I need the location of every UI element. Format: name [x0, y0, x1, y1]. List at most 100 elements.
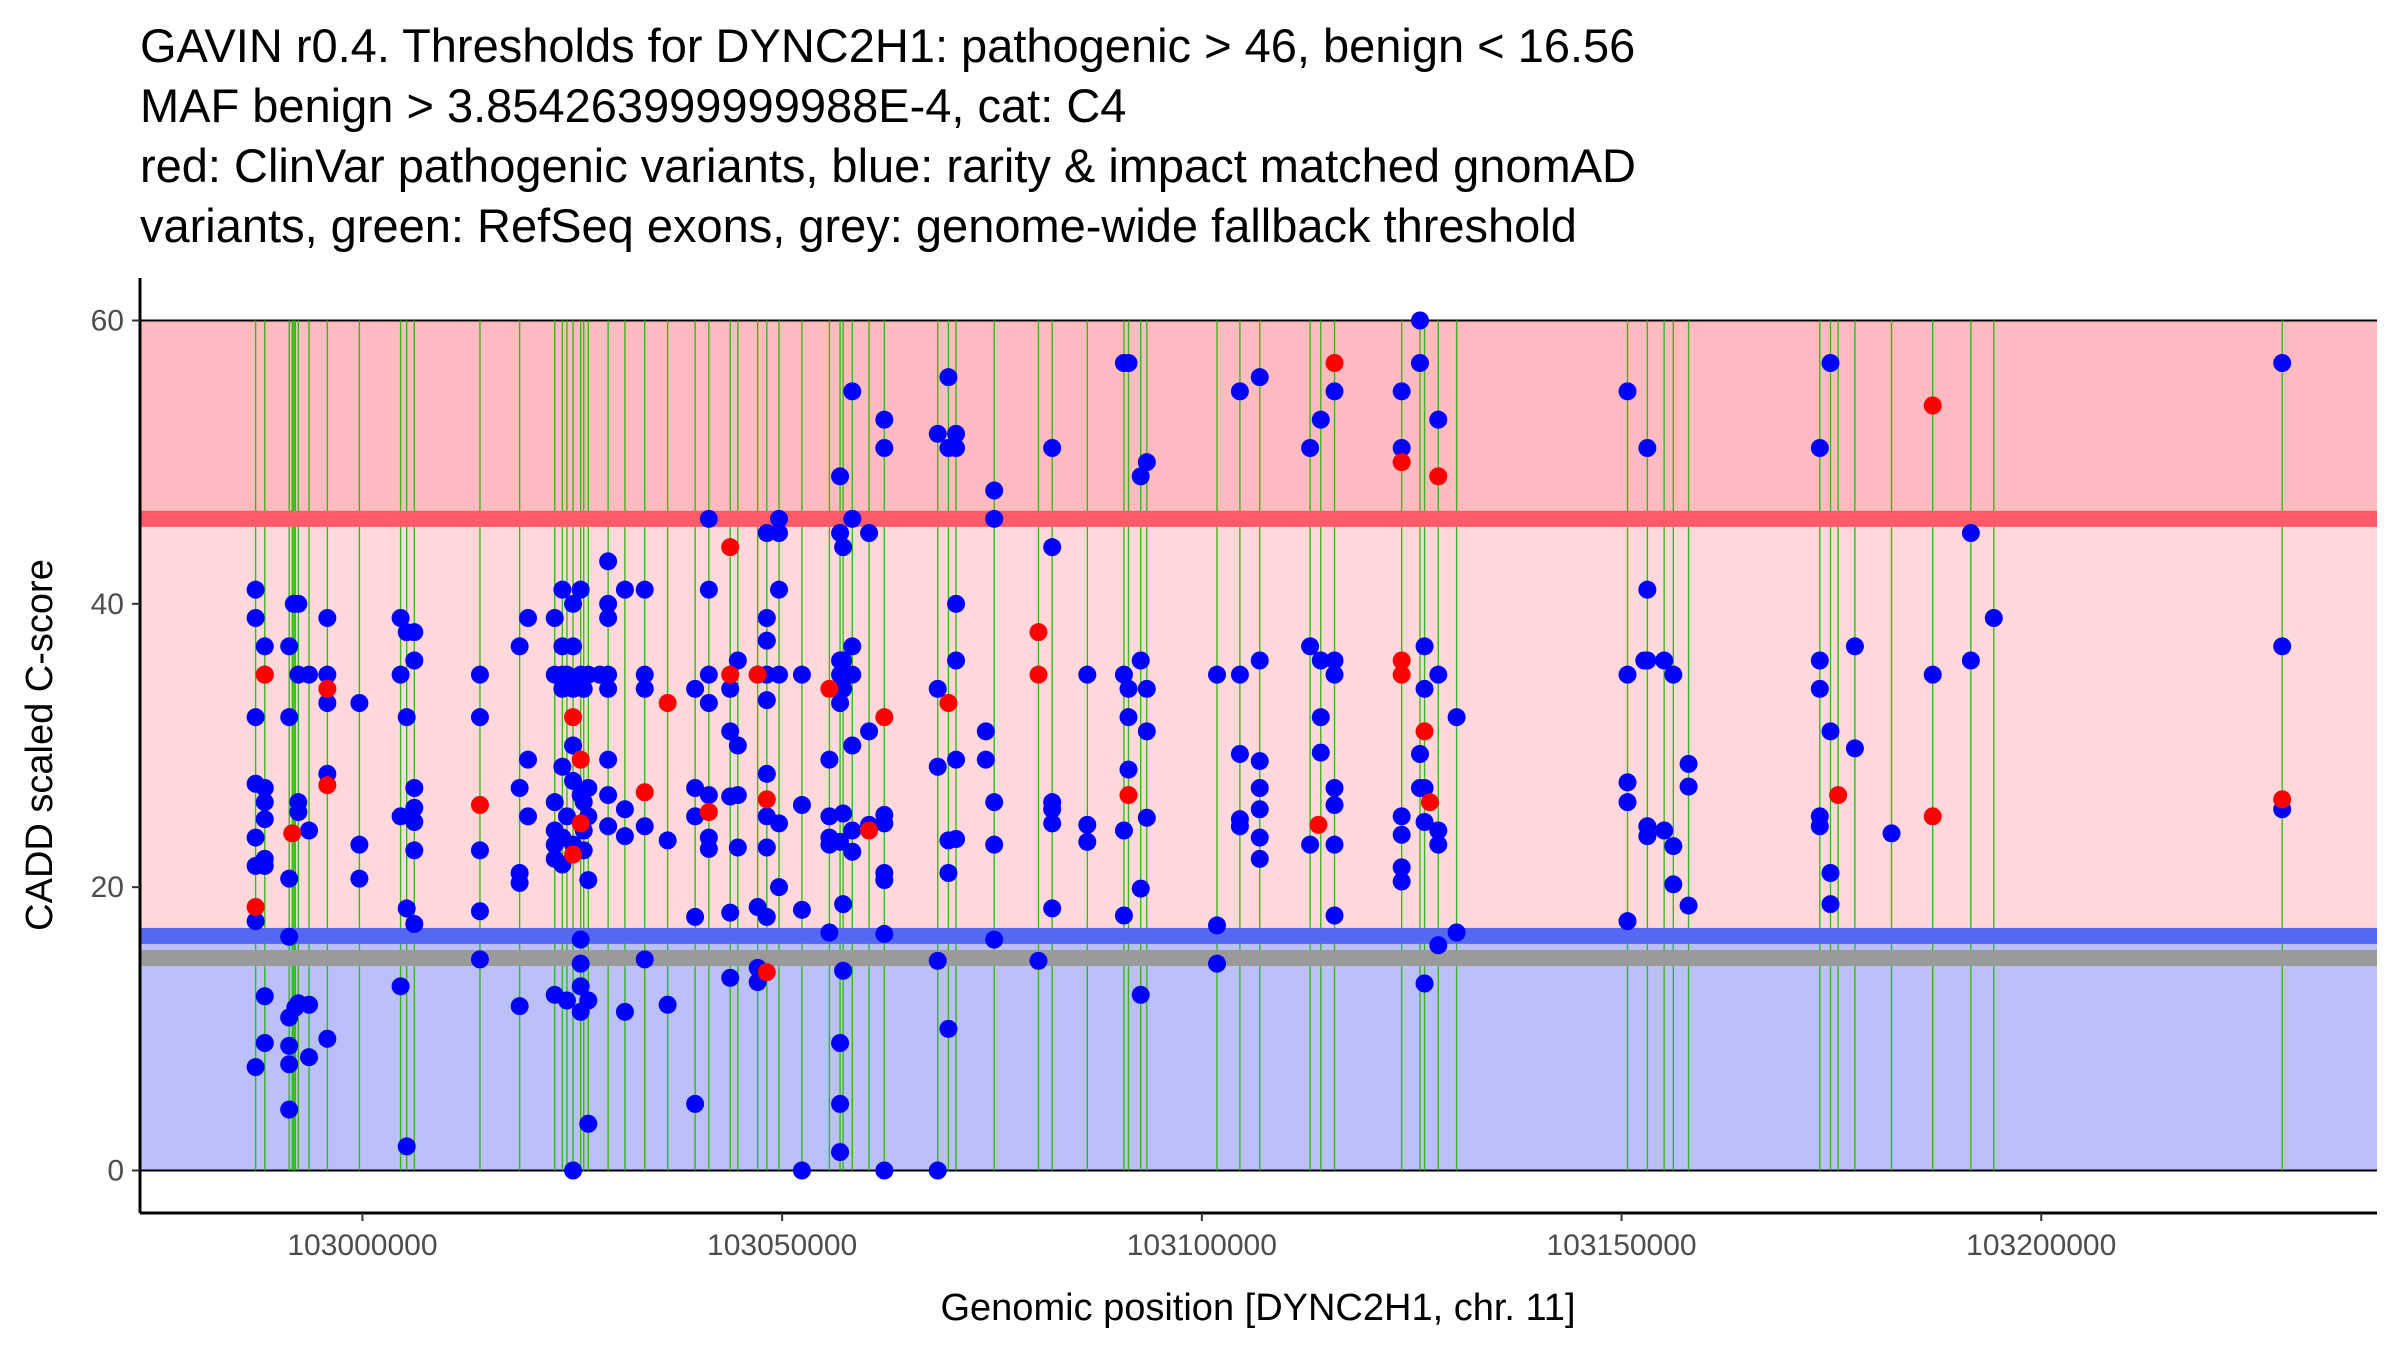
x-tick-label: 103200000 — [1966, 1229, 2116, 1262]
gnomad-variant-point — [579, 871, 598, 890]
vus-region — [140, 518, 2377, 936]
gnomad-variant-point — [834, 804, 853, 823]
gnomad-variant-point — [875, 439, 894, 457]
gnomad-variant-point — [1845, 739, 1864, 758]
gnomad-variant-point — [1447, 923, 1466, 942]
gnomad-variant-point — [246, 912, 265, 931]
gnomad-variant-point — [571, 580, 590, 599]
gnomad-variant-point — [985, 835, 1004, 854]
gnomad-variant-point — [1043, 814, 1062, 833]
gnomad-variant-point — [721, 968, 740, 987]
x-tick-label: 103150000 — [1546, 1229, 1696, 1262]
gnomad-variant-point — [255, 637, 274, 656]
pathogenic-variant-point — [571, 814, 590, 833]
pathogenic-variant-point — [1029, 623, 1048, 642]
gnomad-variant-point — [770, 509, 789, 528]
gnomad-variant-point — [1043, 800, 1062, 819]
pathogenic-variant-point — [820, 679, 839, 698]
pathogenic-variant-point — [1392, 651, 1411, 670]
gnomad-variant-point — [1821, 864, 1840, 882]
x-axis-title: Genomic position [DYNC2H1, chr. 11] — [940, 1287, 1575, 1329]
pathogenic-variant-point — [283, 824, 302, 843]
gnomad-variant-point — [519, 750, 538, 769]
gnomad-variant-point — [1230, 745, 1249, 763]
gnomad-variant-point — [635, 679, 654, 698]
gnomad-variant-point — [246, 580, 265, 599]
pathogenic-variant-point — [1829, 786, 1848, 805]
gnomad-variant-point — [1078, 815, 1097, 834]
gnomad-variant-point — [564, 637, 583, 656]
gnomad-variant-point — [246, 1058, 265, 1077]
gnomad-variant-point — [391, 665, 410, 684]
gnomad-variant-point — [1325, 906, 1344, 925]
gnomad-variant-point — [255, 793, 274, 812]
gnomad-variant-point — [300, 821, 319, 840]
gnomad-variant-point — [1655, 821, 1674, 840]
gnomad-variant-point — [1392, 825, 1411, 844]
gnomad-variant-point — [831, 1143, 850, 1162]
gnomad-variant-point — [1250, 849, 1269, 868]
threshold-lines — [140, 510, 2377, 966]
gnomad-variant-point — [792, 665, 811, 684]
pathogenic-variant-point — [1119, 786, 1138, 805]
gnomad-variant-point — [1618, 912, 1637, 931]
y-tick-label: 20 — [91, 871, 124, 904]
gnomad-variant-point — [831, 524, 850, 542]
axes: 0 20 40 60 103000000 103050000 103100000 103150… — [91, 278, 2377, 1262]
gnomad-variant-point — [510, 779, 529, 797]
gnomad-variant-point — [405, 841, 424, 860]
gnomad-variant-point — [510, 997, 529, 1016]
gnomad-variant-point — [658, 995, 677, 1014]
gnomad-variant-point — [686, 907, 705, 926]
x-tick-label: 103100000 — [1127, 1229, 1277, 1262]
gnomad-variant-point — [1131, 879, 1150, 898]
gnomad-variant-point — [1638, 817, 1657, 836]
gnomad-variant-point — [599, 552, 618, 571]
gnomad-variant-point — [564, 1161, 583, 1180]
gnomad-variant-point — [1392, 807, 1411, 826]
gnomad-variant-point — [300, 665, 319, 684]
gnomad-variant-point — [571, 977, 590, 996]
gnomad-variant-point — [770, 665, 789, 684]
gnomad-variant-point — [1618, 665, 1637, 684]
gnomad-variant-point — [564, 771, 583, 790]
gnomad-variant-point — [728, 736, 747, 755]
pathogenic-variant-point — [875, 708, 894, 727]
chart-title: GAVIN r0.4. Thresholds for DYNC2H1: path… — [140, 16, 1636, 256]
gnomad-variant-point — [574, 793, 593, 812]
gnomad-variant-point — [286, 998, 305, 1017]
gnomad-variant-point — [599, 594, 618, 613]
pathogenic-variant-point — [748, 665, 767, 684]
gnomad-variant-point — [280, 869, 299, 888]
gnomad-variant-point — [792, 900, 811, 919]
gnomad-variant-point — [686, 679, 705, 698]
gnomad-variant-point — [770, 814, 789, 833]
gnomad-variant-point — [834, 651, 853, 670]
gnomad-variant-point — [255, 810, 274, 829]
gnomad-variant-point — [1078, 832, 1097, 851]
gnomad-variant-point — [947, 424, 966, 443]
gnomad-variant-point — [699, 580, 718, 599]
gnomad-variant-point — [1131, 651, 1150, 670]
gnomad-variant-point — [843, 665, 862, 684]
gnomad-variant-point — [564, 594, 583, 613]
pathogenic-threshold-band — [140, 510, 2377, 527]
gnomad-variant-point — [1618, 382, 1637, 401]
gnomad-variant-point — [721, 722, 740, 741]
gnomad-variant-point — [280, 708, 299, 727]
title-line-1: GAVIN r0.4. Thresholds for DYNC2H1: path… — [140, 19, 1636, 72]
gnomad-variant-point — [1618, 793, 1637, 812]
gnomad-variant-point — [246, 708, 265, 727]
gnomad-variant-point — [1137, 808, 1156, 827]
gnomad-variant-point — [1429, 410, 1448, 429]
pathogenic-region — [140, 320, 2377, 519]
gnomad-variant-point — [843, 821, 862, 840]
gnomad-variant-point — [1410, 311, 1429, 330]
pathogenic-variant-point — [939, 694, 958, 712]
gnomad-variant-point — [635, 950, 654, 969]
gnomad-variant-point — [1137, 679, 1156, 698]
gnomad-variant-point — [834, 895, 853, 914]
gnomad-variant-point — [1311, 708, 1330, 727]
gnomad-variant-point — [699, 509, 718, 528]
